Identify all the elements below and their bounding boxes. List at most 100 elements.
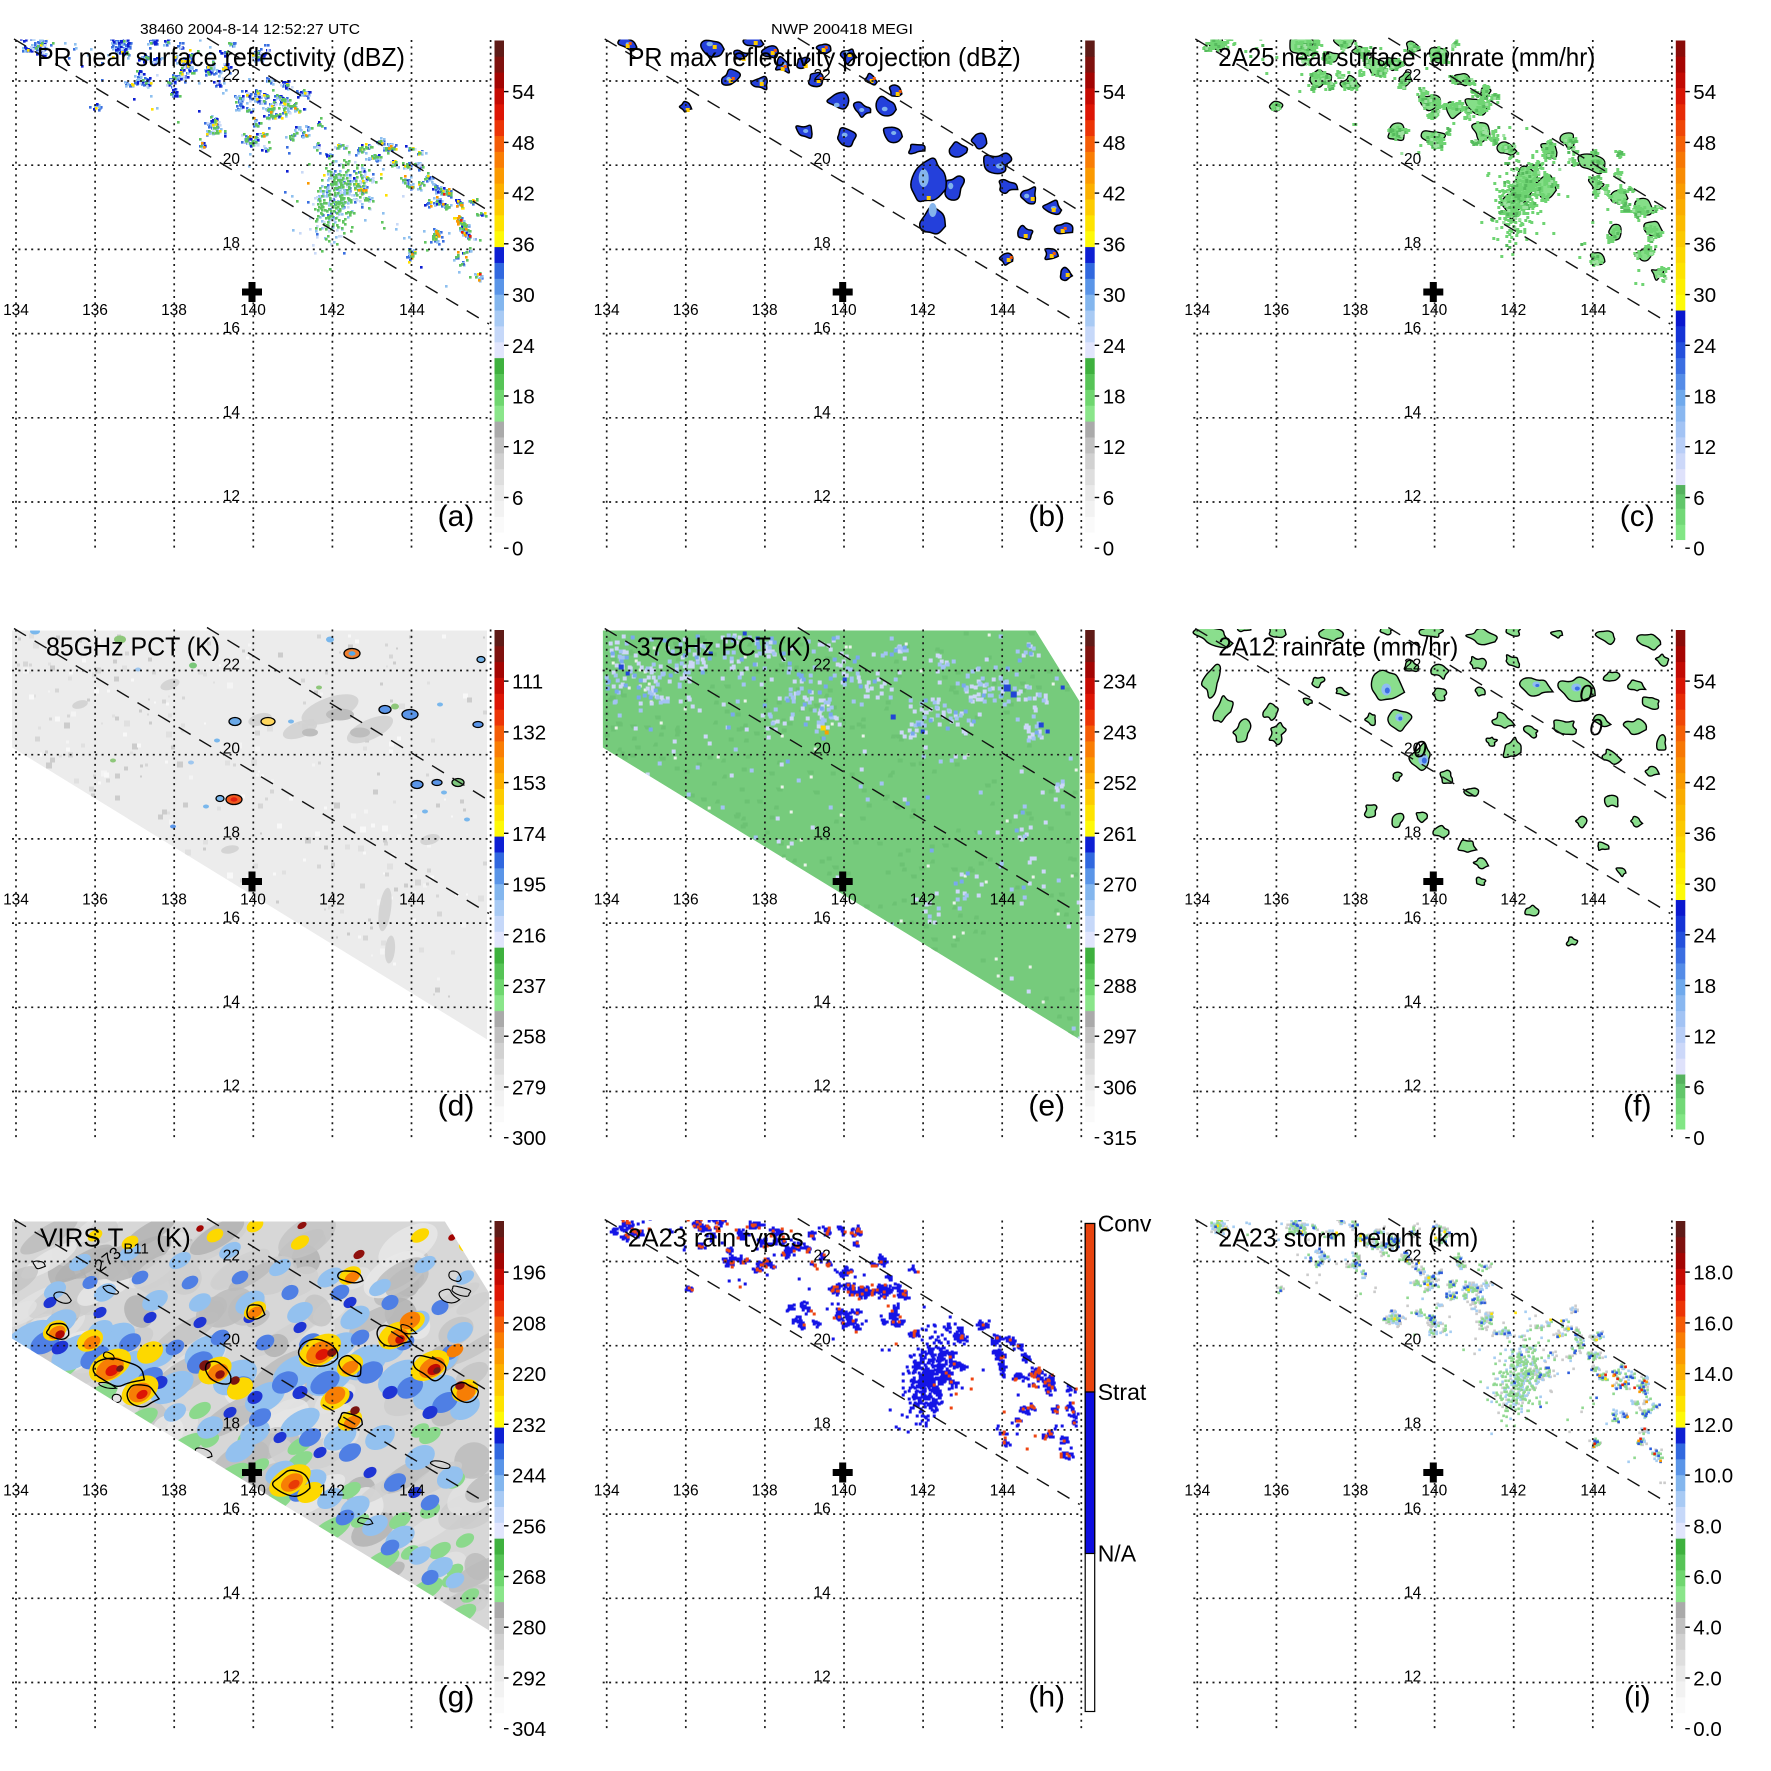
svg-text:6: 6 [512,487,523,510]
svg-text:36: 36 [1103,233,1126,256]
svg-text:PR max reflectivity projection: PR max reflectivity projection (dBZ) [628,42,1021,72]
svg-text:42: 42 [1693,772,1716,795]
svg-text:36: 36 [1693,233,1716,256]
svg-text:2A23 rain types: 2A23 rain types [628,1223,804,1253]
svg-text:42: 42 [1103,183,1126,206]
svg-text:208: 208 [512,1312,546,1335]
svg-text:195: 195 [512,874,546,897]
svg-text:(d): (d) [438,1090,475,1123]
svg-text:174: 174 [512,823,546,846]
svg-text:48: 48 [1693,721,1716,744]
svg-text:37GHz PCT (K): 37GHz PCT (K) [637,632,811,662]
svg-text:279: 279 [1103,924,1137,947]
svg-text:14.0: 14.0 [1693,1363,1733,1386]
svg-text:Conv: Conv [1098,1211,1152,1237]
svg-text:VIRS TB11 (K): VIRS TB11 (K) [40,1223,191,1258]
svg-text:24: 24 [1103,335,1126,358]
svg-text:220: 220 [512,1363,546,1386]
svg-text:2A12 rainrate (mm/hr): 2A12 rainrate (mm/hr) [1218,632,1458,662]
svg-text:24: 24 [512,335,535,358]
svg-text:36: 36 [1693,823,1716,846]
svg-text:216: 216 [512,924,546,947]
svg-text:12: 12 [1693,436,1716,459]
svg-text:2A25 near surface rainrate (mm: 2A25 near surface rainrate (mm/hr) [1218,42,1595,72]
svg-text:132: 132 [512,721,546,744]
svg-text:270: 270 [1103,874,1137,897]
svg-text:48: 48 [1693,132,1716,155]
svg-text:2A23 storm height (km): 2A23 storm height (km) [1218,1223,1478,1253]
svg-text:30: 30 [1693,284,1716,307]
svg-text:30: 30 [512,284,535,307]
svg-text:243: 243 [1103,721,1137,744]
svg-text:38460 2004-8-14 12:52:27 UTC: 38460 2004-8-14 12:52:27 UTC [140,22,360,38]
svg-text:258: 258 [512,1026,546,1049]
svg-text:PR near surface reflectivity (: PR near surface reflectivity (dBZ) [37,42,405,72]
svg-text:12.0: 12.0 [1693,1414,1733,1437]
svg-text:N/A: N/A [1098,1541,1137,1567]
svg-text:10.0: 10.0 [1693,1465,1733,1488]
svg-text:261: 261 [1103,823,1137,846]
svg-text:Strat: Strat [1098,1379,1147,1405]
svg-text:0: 0 [1579,681,1593,708]
svg-text:36: 36 [512,233,535,256]
svg-text:24: 24 [1693,335,1716,358]
svg-text:292: 292 [512,1668,546,1691]
svg-text:(g): (g) [438,1681,475,1714]
svg-text:(e): (e) [1028,1090,1065,1123]
svg-text:54: 54 [512,81,535,104]
svg-text:16.0: 16.0 [1693,1312,1733,1335]
svg-text:12: 12 [1103,436,1126,459]
svg-text:54: 54 [1103,81,1126,104]
svg-text:0: 0 [1589,715,1603,742]
svg-text:0.0: 0.0 [1693,1718,1722,1741]
svg-text:6.0: 6.0 [1693,1566,1722,1589]
svg-text:18: 18 [1103,386,1126,409]
svg-text:42: 42 [1693,183,1716,206]
svg-text:30: 30 [1103,284,1126,307]
svg-text:(h): (h) [1028,1681,1065,1714]
svg-text:0: 0 [512,538,523,561]
svg-text:54: 54 [1693,671,1716,694]
svg-text:12: 12 [512,436,535,459]
svg-text:(i): (i) [1624,1681,1651,1714]
svg-text:2.0: 2.0 [1693,1668,1722,1691]
svg-text:6: 6 [1103,487,1114,510]
svg-text:(f): (f) [1623,1090,1651,1123]
svg-text:304: 304 [512,1718,546,1741]
svg-text:18.0: 18.0 [1693,1262,1733,1285]
svg-text:(c): (c) [1620,500,1655,533]
svg-text:244: 244 [512,1465,546,1488]
svg-text:85GHz PCT (K): 85GHz PCT (K) [46,632,220,662]
svg-text:18: 18 [1693,975,1716,998]
svg-text:300: 300 [512,1127,546,1150]
svg-text:0: 0 [1693,538,1704,561]
svg-text:4.0: 4.0 [1693,1617,1722,1640]
svg-text:54: 54 [1693,81,1716,104]
svg-text:42: 42 [512,183,535,206]
svg-text:18: 18 [512,386,535,409]
svg-text:0: 0 [1103,538,1114,561]
svg-text:6: 6 [1693,487,1704,510]
svg-text:8.0: 8.0 [1693,1515,1722,1538]
svg-text:24: 24 [1693,924,1716,947]
svg-text:(a): (a) [438,500,475,533]
svg-text:280: 280 [512,1617,546,1640]
svg-text:196: 196 [512,1262,546,1285]
svg-text:48: 48 [512,132,535,155]
svg-text:234: 234 [1103,671,1137,694]
svg-text:NWP 200418 MEGI: NWP 200418 MEGI [771,22,913,38]
svg-text:315: 315 [1103,1127,1137,1150]
svg-text:30: 30 [1693,874,1716,897]
svg-text:18: 18 [1693,386,1716,409]
svg-text:48: 48 [1103,132,1126,155]
svg-text:237: 237 [512,975,546,998]
svg-text:288: 288 [1103,975,1137,998]
svg-text:232: 232 [512,1414,546,1437]
svg-text:306: 306 [1103,1077,1137,1100]
svg-text:6: 6 [1693,1077,1704,1100]
svg-text:(b): (b) [1028,500,1065,533]
svg-text:111: 111 [512,671,543,694]
svg-text:0: 0 [1693,1127,1704,1150]
svg-text:12: 12 [1693,1026,1716,1049]
svg-text:153: 153 [512,772,546,795]
